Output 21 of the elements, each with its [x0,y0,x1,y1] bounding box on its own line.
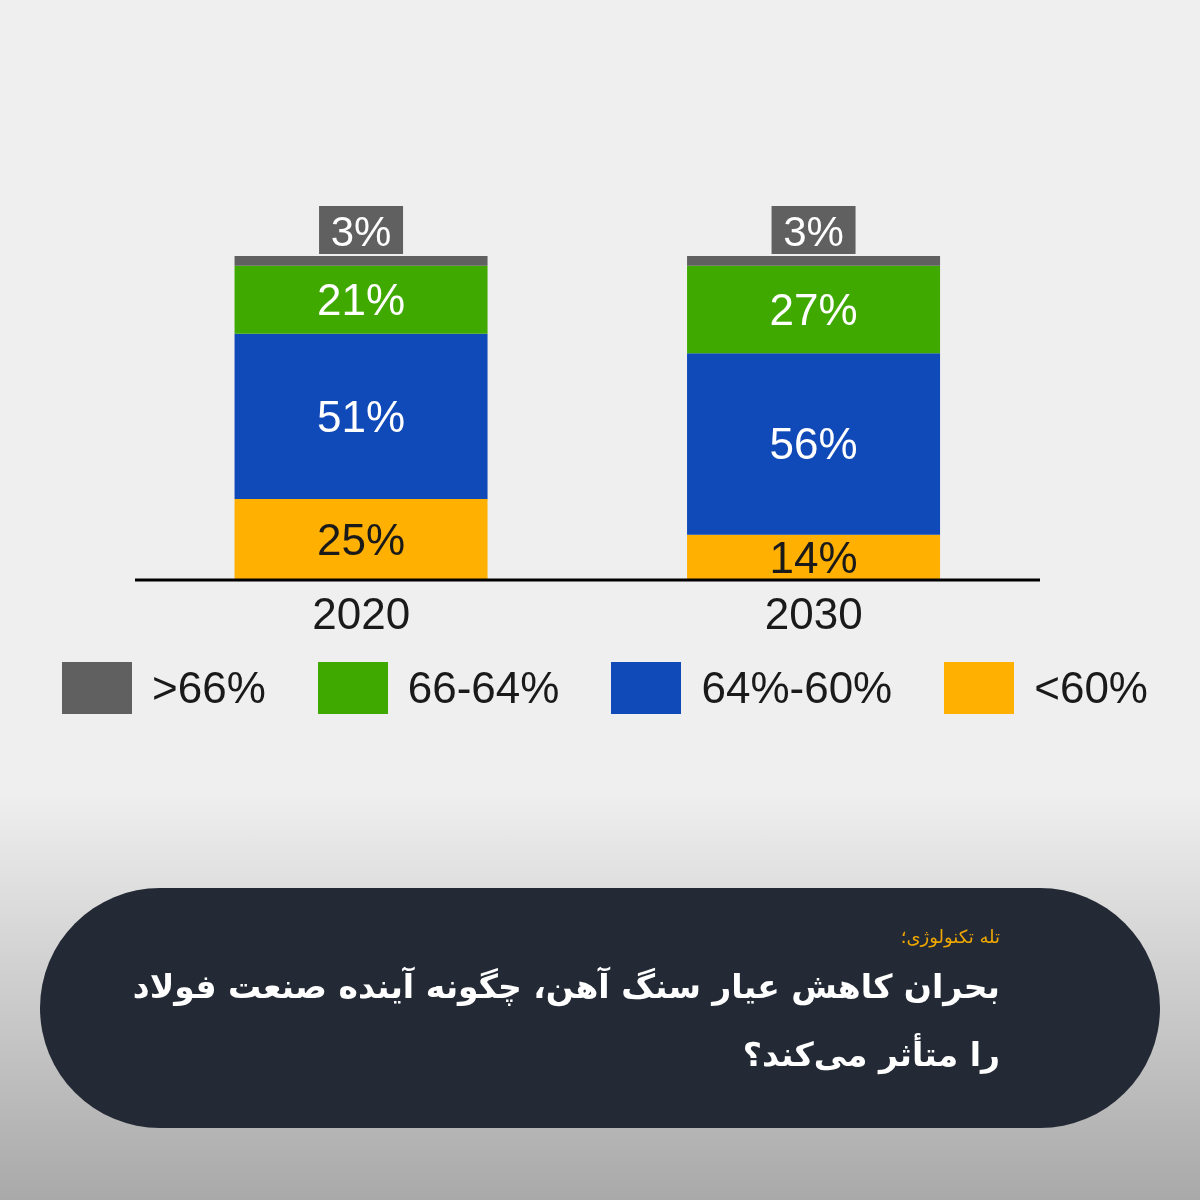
data-label: 3% [330,207,392,255]
bar [234,333,488,499]
data-label: 3% [783,207,844,255]
legend-label: <60% [1034,663,1148,713]
legend-label: 64%-60% [701,663,893,713]
text: بحران کاهش عیار سنگ آهن، چگونه آینده صنعت فولاد را متأثر می‌کند؟ [131,965,1000,1077]
data-label: 56% [769,419,858,469]
bar [687,353,941,535]
data-label: 21% [317,275,406,325]
bar [234,265,488,334]
legend-label: 66-64% [407,663,560,713]
bar [234,499,488,580]
x-tick-label: 2030 [764,589,863,639]
data-label: 25% [317,515,406,564]
data-label: 14% [769,532,858,582]
text: تله تکنولوژی؛ [899,926,1000,947]
legend-label: >66% [152,663,266,713]
x-tick-label: 2020 [312,589,411,639]
bar [687,265,941,354]
data-label: 51% [317,391,406,441]
data-label: 27% [769,284,858,334]
